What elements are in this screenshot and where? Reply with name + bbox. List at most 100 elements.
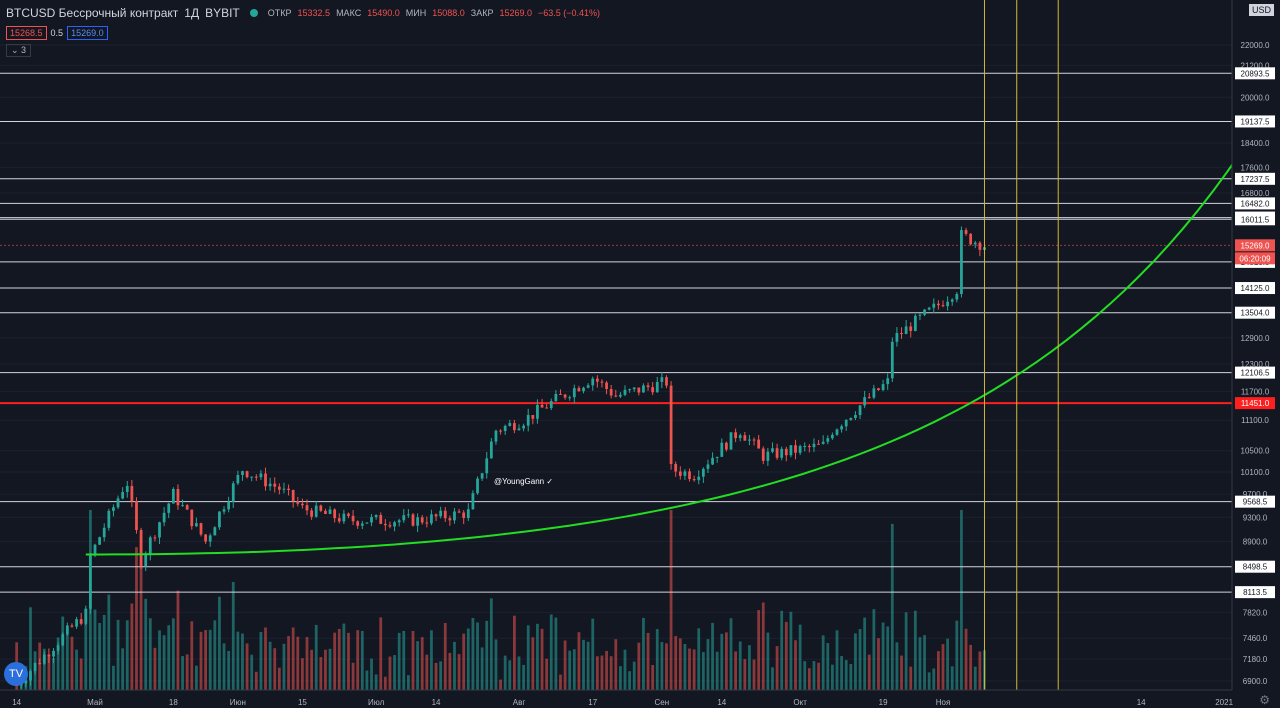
candle-body: [559, 393, 562, 395]
candle-body: [236, 474, 240, 484]
volume-bar: [771, 667, 774, 690]
volume-bar: [47, 656, 51, 690]
level-tag-bg: [1235, 213, 1275, 226]
candle-body: [549, 401, 553, 409]
candle-body: [466, 509, 470, 519]
level-tag-bg: [1235, 306, 1275, 319]
volume-bar: [356, 630, 360, 690]
volume-bar: [79, 658, 83, 690]
candle-body: [605, 382, 608, 390]
candle-body: [476, 478, 479, 494]
volume-bar: [646, 632, 650, 690]
gear-icon[interactable]: ⚙: [1259, 693, 1270, 707]
volume-bar: [84, 608, 88, 690]
candle-body: [130, 486, 134, 502]
candle-body: [623, 389, 627, 395]
volume-bar: [287, 636, 290, 690]
volume-bar: [821, 635, 825, 690]
level-tag-bg: [1235, 67, 1275, 80]
candle-body: [669, 385, 673, 464]
volume-bar: [701, 652, 705, 690]
volume-bar: [600, 655, 604, 690]
volume-bar: [153, 647, 157, 690]
volume-bar: [462, 633, 466, 690]
candle-body: [955, 294, 959, 300]
candle-body: [65, 625, 69, 635]
volume-bar: [471, 617, 475, 690]
exchange: BYBIT: [205, 6, 240, 20]
candle-body: [254, 476, 258, 478]
candle-body: [499, 430, 502, 432]
symbol-name[interactable]: BTCUSD Бессрочный контракт: [6, 6, 179, 20]
price-axis-labels: 22000.0 21200.0 20000.0 18400.0 17600.0 16800…: [1241, 41, 1270, 686]
price-tick: 10500.0: [1241, 447, 1270, 456]
volume-bar: [351, 662, 355, 690]
candle-body: [310, 510, 313, 517]
volume-bar: [434, 662, 438, 690]
time-tick: Июл: [368, 698, 385, 707]
candle-body: [927, 307, 931, 310]
level-tag: 19137.5: [1241, 117, 1270, 126]
volume-bar: [927, 672, 931, 690]
candle-body: [453, 511, 456, 521]
interval[interactable]: 1Д: [184, 6, 200, 20]
candle-body: [393, 522, 396, 527]
candle-body: [748, 439, 751, 441]
volume-bar: [485, 620, 489, 690]
volume-bar: [416, 641, 419, 690]
candle-body: [61, 634, 65, 646]
volume-bar: [812, 661, 816, 690]
candle-body: [342, 513, 346, 522]
candle-body: [923, 309, 926, 315]
candle-body: [771, 448, 774, 452]
volume-bar: [591, 618, 595, 690]
price-tick: 10100.0: [1241, 468, 1270, 477]
high-label: МАКС: [336, 8, 362, 18]
volume-bar: [52, 658, 55, 690]
candle-body: [98, 537, 101, 545]
volume-bar: [946, 638, 949, 690]
volume-bar: [38, 642, 42, 690]
buy-price[interactable]: 15269.0: [67, 26, 108, 40]
candle-body: [301, 503, 304, 506]
candle-body: [969, 233, 973, 245]
volume-bar: [669, 510, 673, 690]
volume-bar: [831, 664, 834, 690]
candle-body: [328, 509, 332, 514]
volume-bar: [844, 660, 848, 690]
volume-bar: [282, 643, 286, 690]
time-tick: 2021: [1215, 698, 1233, 707]
volume-bar: [508, 660, 512, 690]
candle-body: [531, 415, 535, 419]
candle-body: [831, 434, 834, 439]
price-tick: 6900.0: [1243, 677, 1268, 686]
candle-body: [397, 520, 401, 523]
horizontal-levels: [0, 72, 1232, 593]
candle-body: [692, 479, 696, 481]
volume-bar: [715, 651, 719, 690]
indicators-toggle[interactable]: ⌄ 3: [6, 44, 32, 57]
candle-body: [439, 510, 443, 517]
candle-body: [697, 476, 701, 481]
candle-body: [586, 385, 590, 388]
candle-body: [420, 517, 424, 523]
volume-bar: [531, 637, 535, 690]
candle-body: [158, 522, 161, 538]
level-tag-bg: [1235, 366, 1275, 379]
volume-bar: [826, 643, 830, 690]
candlesticks: [15, 226, 986, 689]
candle-body: [24, 680, 28, 684]
tradingview-logo-icon[interactable]: TV: [4, 662, 28, 686]
sell-price[interactable]: 15268.5: [6, 26, 47, 40]
volume-bar: [199, 631, 203, 690]
red-level-tag: 11451.0: [1241, 399, 1270, 408]
candle-body: [803, 446, 807, 448]
candle-body: [231, 483, 235, 502]
candle-body: [849, 417, 853, 420]
candle-body: [365, 522, 369, 524]
volume-bar: [503, 655, 507, 690]
candle-body: [913, 315, 917, 331]
currency-label[interactable]: USD: [1248, 4, 1274, 16]
